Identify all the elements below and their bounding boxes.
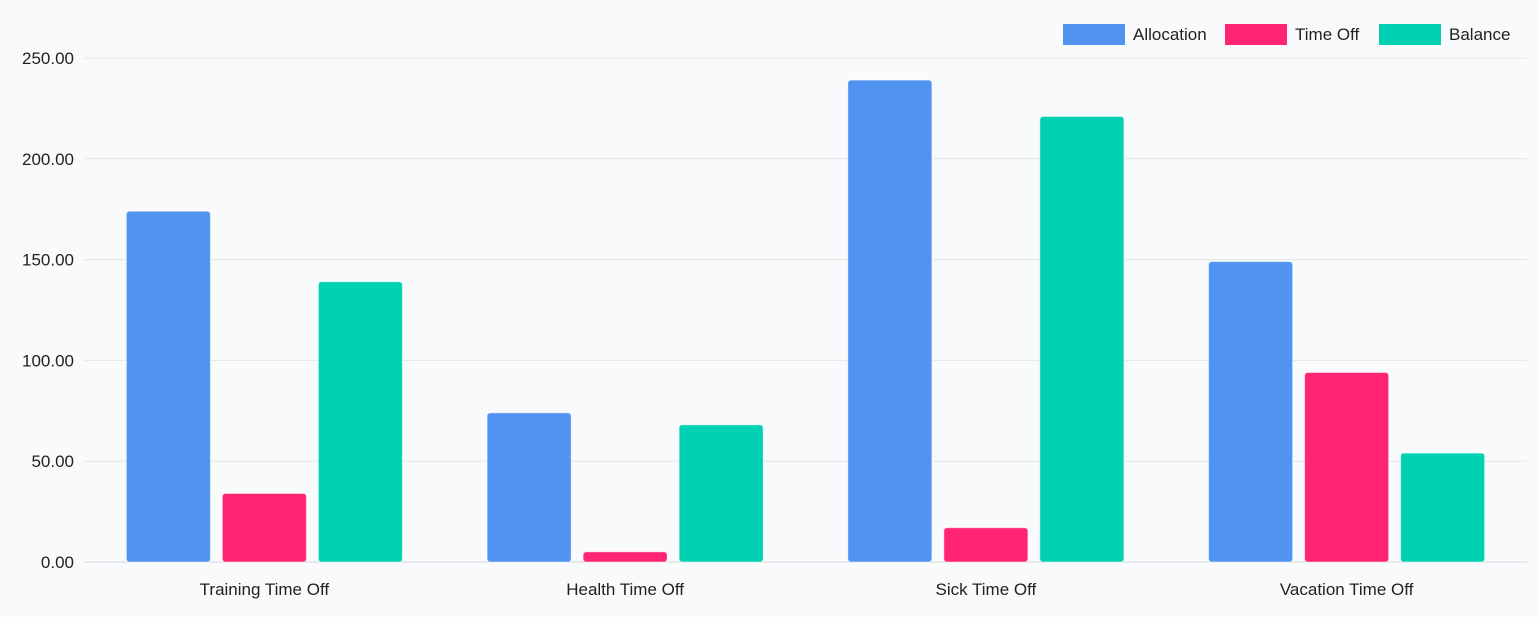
y-tick-label: 250.00 [22, 49, 74, 68]
bar-allocation[interactable] [125, 210, 211, 563]
y-tick-label: 150.00 [22, 251, 74, 270]
legend: Allocation Time Off Balance [1063, 24, 1510, 45]
y-axis: 0.00 50.00 100.00 150.00 200.00 250.00 [22, 49, 74, 572]
y-tick-label: 50.00 [31, 452, 74, 471]
y-tick-label: 0.00 [41, 553, 74, 572]
bar-balance[interactable] [678, 424, 764, 563]
bar-time-off[interactable] [582, 551, 668, 563]
bar-allocation[interactable] [486, 412, 572, 563]
y-tick-label: 200.00 [22, 150, 74, 169]
bar-allocation[interactable] [847, 79, 933, 563]
legend-label: Balance [1449, 25, 1510, 44]
bar-balance[interactable] [1400, 452, 1486, 563]
x-tick-label: Training Time Off [200, 580, 330, 599]
x-axis: Training Time Off Health Time Off Sick Tim… [200, 580, 1414, 599]
y-tick-label: 100.00 [22, 351, 74, 370]
x-tick-label: Health Time Off [566, 580, 684, 599]
legend-swatch [1379, 24, 1441, 45]
bar-time-off[interactable] [221, 492, 307, 563]
bar-time-off[interactable] [943, 527, 1029, 563]
bar-balance[interactable] [1039, 115, 1125, 563]
legend-swatch [1063, 24, 1125, 45]
bar-time-off[interactable] [1304, 371, 1390, 563]
legend-swatch [1225, 24, 1287, 45]
legend-label: Time Off [1295, 25, 1360, 44]
bars [125, 79, 1486, 563]
legend-label: Allocation [1133, 25, 1207, 44]
x-tick-label: Vacation Time Off [1280, 580, 1414, 599]
bar-balance[interactable] [317, 281, 403, 563]
bar-allocation[interactable] [1208, 261, 1294, 563]
x-tick-label: Sick Time Off [935, 580, 1036, 599]
